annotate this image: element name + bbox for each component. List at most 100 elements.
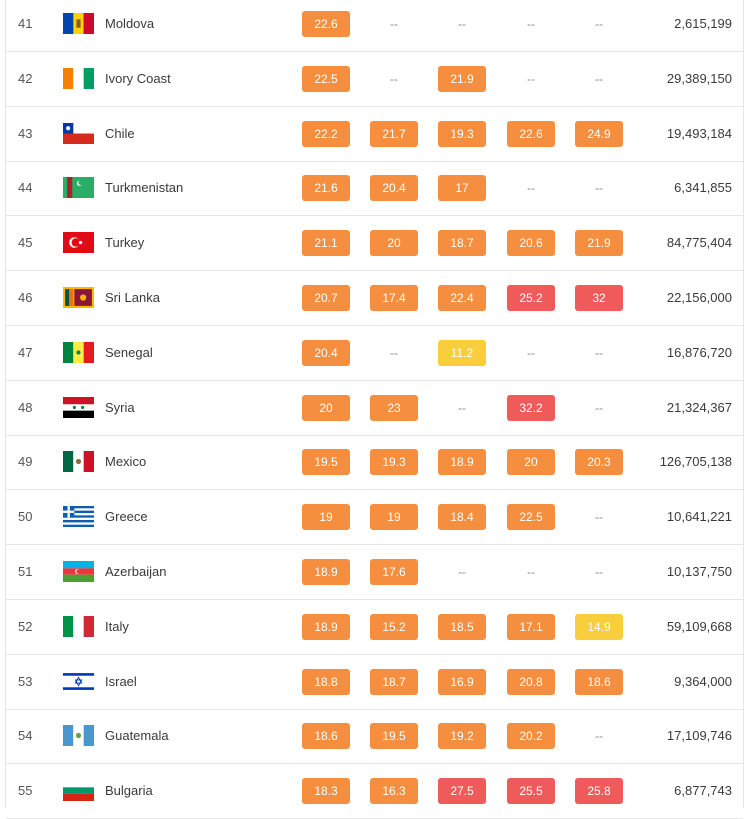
value-cell: 18.3: [302, 778, 350, 805]
country-name[interactable]: Syria: [105, 399, 135, 415]
value-cell: 20: [370, 230, 418, 257]
country-name[interactable]: Greece: [105, 509, 148, 525]
value-cell: --: [595, 345, 603, 360]
value-cell: 17.4: [370, 285, 418, 311]
table-row[interactable]: 46 Sri Lanka 20.7 17.4 22.4 25.2 32 22,156,000: [6, 271, 743, 326]
country-name[interactable]: Mexico: [105, 454, 147, 470]
moldova-flag-icon: [63, 13, 94, 34]
rank-number: 53: [18, 673, 33, 689]
value-cell: --: [390, 71, 398, 86]
value-cell: 18.5: [438, 613, 486, 640]
table-right-border: [743, 0, 744, 808]
rank-number: 50: [18, 509, 33, 525]
value-cell: 20.2: [507, 723, 555, 750]
value-cell: 32: [575, 285, 623, 311]
table-row[interactable]: 54 Guatemala 18.6 19.5 19.2 20.2 -- 17,109,746: [6, 709, 743, 765]
population-value: 126,705,138: [659, 454, 732, 470]
country-name[interactable]: Guatemala: [105, 728, 169, 744]
table-row[interactable]: 44 Turkmenistan 21.6 20.4 17 -- -- 6,341,855: [6, 161, 743, 217]
turkmenistan-flag-icon: [63, 177, 94, 199]
table-row[interactable]: 41 Moldova 22.6 -- -- -- -- 2,615,199: [6, 0, 743, 52]
value-cell: 20: [507, 449, 555, 476]
value-cell: 18.9: [302, 559, 350, 585]
value-cell: 20: [302, 394, 350, 421]
country-name[interactable]: Italy: [105, 618, 129, 634]
table-row[interactable]: 52 Italy 18.9 15.2 18.5 17.1 14.9 59,109,668: [6, 600, 743, 655]
rank-number: 42: [18, 70, 33, 86]
value-cell: 19.5: [302, 449, 350, 476]
country-name[interactable]: Moldova: [105, 16, 155, 31]
population-value: 6,877,743: [674, 783, 732, 799]
value-cell: 19.5: [370, 723, 418, 750]
israel-flag-icon: [63, 670, 94, 692]
value-cell: 18.6: [302, 723, 350, 750]
table-row[interactable]: 55 Bulgaria 18.3 16.3 27.5 25.5 25.8 6,877,743: [6, 764, 743, 819]
country-name[interactable]: Israel: [105, 673, 137, 689]
country-name[interactable]: Ivory Coast: [105, 70, 171, 86]
value-cell: --: [527, 17, 535, 31]
table-row[interactable]: 50 Greece 19 19 18.4 22.5 -- 10,641,221: [6, 490, 743, 546]
value-cell: 20.4: [302, 339, 350, 366]
population-value: 21,324,367: [666, 399, 732, 415]
bulgaria-flag-icon: [63, 780, 94, 802]
population-value: 10,137,750: [666, 564, 732, 579]
table-row[interactable]: 43 Chile 22.2 21.7 19.3 22.6 24.9 19,493,184: [6, 107, 743, 162]
population-value: 16,876,720: [666, 344, 732, 360]
population-value: 84,775,404: [666, 235, 732, 251]
country-name[interactable]: Sri Lanka: [105, 290, 160, 305]
population-value: 19,493,184: [666, 125, 732, 141]
table-row[interactable]: 42 Ivory Coast 22.5 -- 21.9 -- -- 29,389,150: [6, 52, 743, 107]
value-cell: --: [595, 71, 603, 86]
population-value: 2,615,199: [674, 16, 732, 31]
value-cell: 19.3: [438, 120, 486, 147]
country-name[interactable]: Azerbaijan: [105, 564, 167, 579]
population-value: 10,641,221: [666, 509, 732, 525]
chile-flag-icon: [63, 122, 94, 144]
rank-number: 54: [18, 728, 33, 744]
value-cell: --: [595, 510, 603, 525]
country-name[interactable]: Bulgaria: [105, 783, 153, 799]
value-cell: 19: [370, 504, 418, 531]
table-row[interactable]: 48 Syria 20 23 -- 32.2 -- 21,324,367: [6, 381, 743, 436]
country-name[interactable]: Turkmenistan: [105, 180, 184, 196]
value-cell: --: [390, 345, 398, 360]
value-cell: --: [595, 400, 603, 415]
country-name[interactable]: Senegal: [105, 344, 153, 360]
value-cell: 20.8: [507, 668, 555, 695]
value-cell: --: [595, 565, 603, 579]
italy-flag-icon: [63, 615, 94, 637]
table-row[interactable]: 53 Israel 18.8 18.7 16.9 20.8 18.6 9,364,000: [6, 655, 743, 710]
value-cell: 20.6: [507, 230, 555, 257]
guatemala-flag-icon: [63, 725, 94, 747]
value-cell: 17.6: [370, 559, 418, 585]
value-cell: 25.2: [507, 285, 555, 311]
country-name[interactable]: Turkey: [105, 235, 145, 251]
value-cell: 21.9: [438, 65, 486, 92]
turkey-flag-icon: [63, 232, 94, 254]
value-cell: 17: [438, 175, 486, 202]
population-value: 59,109,668: [666, 618, 732, 634]
value-cell: 22.6: [302, 11, 350, 37]
country-name[interactable]: Chile: [105, 125, 135, 141]
value-cell: 11.2: [438, 339, 486, 366]
table-row[interactable]: 51 Azerbaijan 18.9 17.6 -- -- -- 10,137,750: [6, 545, 743, 600]
mexico-flag-icon: [63, 451, 94, 473]
value-cell: 18.4: [438, 504, 486, 531]
value-cell: --: [527, 181, 535, 196]
rank-number: 51: [18, 564, 33, 579]
value-cell: --: [458, 17, 466, 31]
population-value: 22,156,000: [666, 290, 732, 305]
table-row[interactable]: 45 Turkey 21.1 20 18.7 20.6 21.9 84,775,404: [6, 216, 743, 272]
value-cell: 22.2: [302, 120, 350, 147]
value-cell: 14.9: [575, 613, 623, 640]
rank-number: 48: [18, 399, 33, 415]
value-cell: 17.1: [507, 613, 555, 640]
table-row[interactable]: 47 Senegal 20.4 -- 11.2 -- -- 16,876,720: [6, 326, 743, 381]
value-cell: 20.4: [370, 175, 418, 202]
value-cell: 16.3: [370, 778, 418, 805]
value-cell: 16.9: [438, 668, 486, 695]
table-row[interactable]: 49 Mexico 19.5 19.3 18.9 20 20.3 126,705,138: [6, 435, 743, 491]
value-cell: 32.2: [507, 394, 555, 421]
value-cell: 23: [370, 394, 418, 421]
value-cell: --: [595, 181, 603, 196]
